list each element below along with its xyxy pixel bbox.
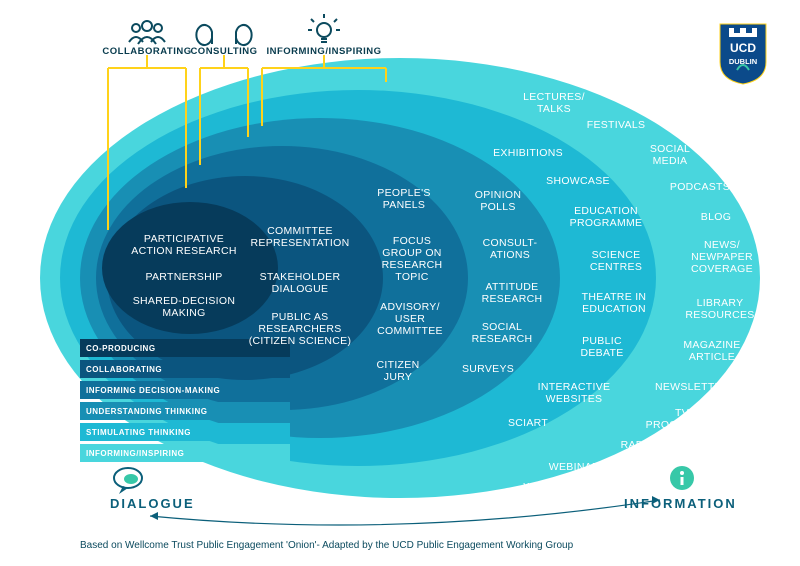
svg-text:SHOWCASE: SHOWCASE [546, 175, 610, 187]
tag-informing: INFORMING/INSPIRING [86, 449, 184, 458]
svg-text:PUBLICDEBATE: PUBLICDEBATE [580, 335, 623, 359]
top-icons [129, 14, 340, 45]
svg-text:CONSULT-ATIONS: CONSULT-ATIONS [483, 237, 538, 261]
svg-text:UCD: UCD [730, 41, 756, 55]
speech-bubble-icon [114, 468, 142, 494]
svg-text:OPINIONPOLLS: OPINIONPOLLS [475, 189, 521, 213]
lightbulb-icon [308, 14, 340, 42]
svg-text:ATTITUDERESEARCH: ATTITUDERESEARCH [482, 281, 543, 305]
svg-text:PODCASTS: PODCASTS [670, 181, 730, 193]
svg-text:PARTNERSHIP: PARTNERSHIP [145, 271, 222, 283]
svg-text:EDUCATIONPROGRAMME: EDUCATIONPROGRAMME [570, 205, 643, 229]
scale-arrow [150, 500, 660, 525]
svg-text:MAGAZINEARTICLE: MAGAZINEARTICLE [683, 339, 740, 363]
svg-text:SCIART: SCIART [508, 417, 548, 429]
tag-understanding: UNDERSTANDING THINKING [86, 407, 208, 416]
engagement-onion-diagram: CO-PRODUCING COLLABORATING INFORMING DEC… [0, 0, 800, 566]
svg-text:NEWSLETTERS: NEWSLETTERS [655, 381, 737, 393]
people-trio-icon [129, 21, 165, 44]
footer-information: INFORMATION [624, 496, 737, 511]
ucd-dublin-logo: UCD DUBLIN [720, 24, 766, 84]
svg-text:THEATRE INEDUCATION: THEATRE INEDUCATION [582, 291, 647, 315]
svg-text:PARTICIPATIVEACTION RESEARCH: PARTICIPATIVEACTION RESEARCH [131, 233, 236, 257]
svg-text:FESTIVALS: FESTIVALS [587, 119, 646, 131]
tag-collaborating: COLLABORATING [86, 365, 162, 374]
svg-text:STAKEHOLDERDIALOGUE: STAKEHOLDERDIALOGUE [260, 271, 341, 295]
top-collaborating: COLLABORATING [102, 46, 191, 57]
svg-text:SURVEYS: SURVEYS [462, 363, 514, 375]
heads-duo-icon [196, 25, 251, 45]
tag-informing-dec: INFORMING DECISION-MAKING [86, 386, 220, 395]
tag-coproducing: CO-PRODUCING [86, 344, 156, 353]
core-ring-items: PARTICIPATIVEACTION RESEARCH PARTNERSHIP… [131, 233, 236, 319]
top-consulting: CONSULTING [190, 46, 257, 57]
tag-stimulating: STIMULATING THINKING [86, 428, 191, 437]
info-icon [670, 466, 694, 490]
svg-text:SCIENCECENTRES: SCIENCECENTRES [590, 249, 642, 273]
svg-text:WEBINARS: WEBINARS [549, 461, 607, 473]
footer-dialogue: DIALOGUE [110, 496, 195, 511]
credit-line: Based on Wellcome Trust Public Engagemen… [80, 540, 574, 551]
svg-text:PEOPLE'SPANELS: PEOPLE'SPANELS [377, 187, 430, 211]
svg-text:EXHIBITIONS: EXHIBITIONS [493, 147, 563, 159]
top-labels: COLLABORATING CONSULTING INFORMING/INSPI… [102, 46, 381, 57]
svg-text:BLOG: BLOG [701, 211, 731, 223]
svg-text:WEBSITE: WEBSITE [523, 481, 572, 493]
svg-text:INTERACTIVEWEBSITES: INTERACTIVEWEBSITES [538, 381, 611, 405]
top-informing: INFORMING/INSPIRING [266, 46, 381, 57]
svg-text:RADIO: RADIO [621, 439, 656, 451]
svg-text:SOCIALMEDIA: SOCIALMEDIA [650, 143, 690, 167]
